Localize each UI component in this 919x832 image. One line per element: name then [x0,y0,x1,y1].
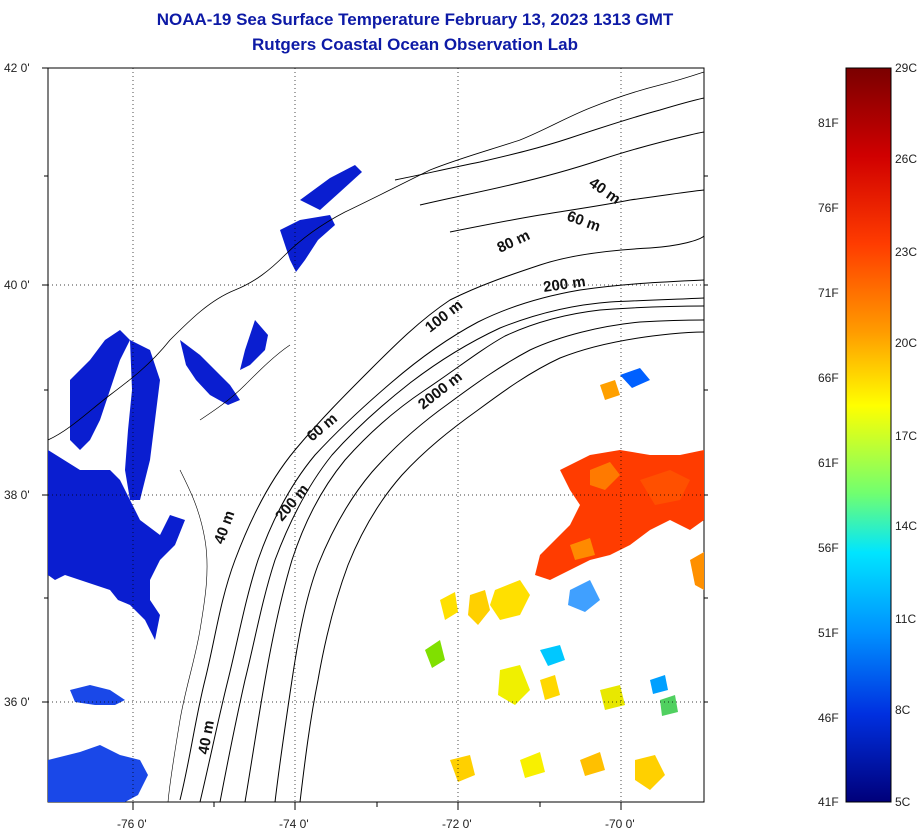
new-york-harbor [280,165,362,272]
lat-label: 38 0' [4,488,30,502]
colorbar-fahrenheit-labels: 81F 76F 71F 66F 61F 56F 51F 46F 41F [818,116,839,809]
pamlico-sound [48,685,148,802]
colorbar-f-label: 51F [818,626,839,640]
colorbar [845,67,892,803]
lat-label: 42 0' [4,61,30,75]
colorbar-f-label: 71F [818,286,839,300]
colorbar-f-label: 81F [818,116,839,130]
delaware-bay [180,320,268,405]
colorbar-c-label: 29C [895,61,917,75]
colorbar-c-label: 5C [895,795,911,809]
lon-label: -76 0' [117,817,147,831]
colorbar-f-label: 61F [818,456,839,470]
chesapeake-bay [48,330,185,640]
colorbar-c-label: 17C [895,429,917,443]
map-subtitle: Rutgers Coastal Ocean Observation Lab [252,35,578,54]
depth-label: 40 m [195,719,218,756]
colorbar-c-label: 26C [895,152,917,166]
colorbar-c-label: 14C [895,519,917,533]
depth-label: 200 m [542,273,586,296]
colorbar-c-label: 11C [895,612,916,626]
map-title: NOAA-19 Sea Surface Temperature February… [156,10,674,29]
coastline [48,71,704,441]
colorbar-celsius-labels: 29C 26C 23C 20C 17C 14C 11C 8C 5C [895,61,917,809]
colorbar-f-label: 56F [818,541,839,555]
lat-label: 40 0' [4,278,30,292]
sst-patches [425,368,704,790]
grid-lines [48,68,704,802]
colorbar-f-label: 66F [818,371,839,385]
colorbar-c-label: 20C [895,336,917,350]
depth-contours [179,97,704,802]
colorbar-f-label: 46F [818,711,839,725]
lon-label: -70 0' [605,817,635,831]
lon-label: -74 0' [279,817,309,831]
longitude-labels: -76 0' -74 0' -72 0' -70 0' [117,817,635,831]
latitude-labels: 42 0' 40 0' 38 0' 36 0' [4,61,30,709]
lat-label: 36 0' [4,695,30,709]
lon-label: -72 0' [442,817,472,831]
colorbar-f-label: 41F [818,795,839,809]
axis-ticks [42,67,708,810]
colorbar-c-label: 23C [895,245,917,259]
colorbar-f-label: 76F [818,201,839,215]
colorbar-c-label: 8C [895,703,911,717]
map-frame [47,67,705,803]
